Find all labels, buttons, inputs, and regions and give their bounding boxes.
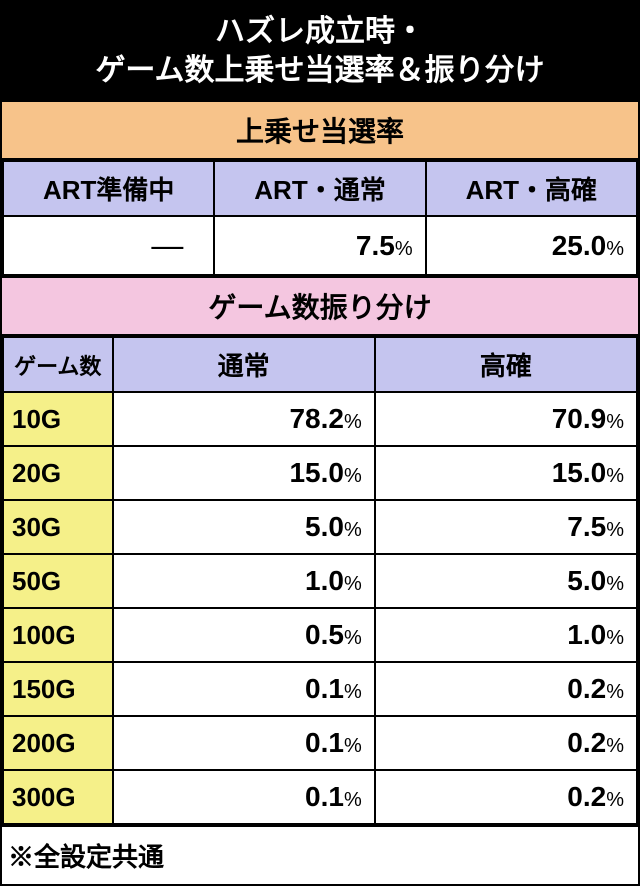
normal-value-cell: 0.1%: [113, 662, 375, 716]
game-label-cell: 10G: [3, 392, 113, 446]
normal-value-cell: 5.0%: [113, 500, 375, 554]
table-row: 100G0.5%1.0%: [3, 608, 637, 662]
distribution-header: ゲーム数振り分け: [2, 276, 638, 336]
table-container: ハズレ成立時・ ゲーム数上乗せ当選率＆振り分け 上乗せ当選率 ART準備中 AR…: [0, 0, 640, 886]
distribution-columns-row: ゲーム数 通常 高確: [3, 337, 637, 392]
win-rate-columns-row: ART準備中 ART・通常 ART・高確: [3, 161, 637, 216]
high-value-cell: 0.2%: [375, 716, 637, 770]
main-title: ハズレ成立時・ ゲーム数上乗せ当選率＆振り分け: [2, 2, 638, 100]
win-rate-val-0: —: [3, 216, 214, 275]
game-label-cell: 50G: [3, 554, 113, 608]
normal-value-cell: 0.1%: [113, 770, 375, 824]
normal-value-cell: 0.1%: [113, 716, 375, 770]
table-row: 50G1.0%5.0%: [3, 554, 637, 608]
table-row: 20G15.0%15.0%: [3, 446, 637, 500]
dist-col-game: ゲーム数: [3, 337, 113, 392]
high-value-cell: 0.2%: [375, 770, 637, 824]
game-label-cell: 200G: [3, 716, 113, 770]
table-row: 300G0.1%0.2%: [3, 770, 637, 824]
title-line1: ハズレ成立時・: [215, 15, 425, 48]
table-row: 30G5.0%7.5%: [3, 500, 637, 554]
table-row: 200G0.1%0.2%: [3, 716, 637, 770]
game-label-cell: 30G: [3, 500, 113, 554]
win-rate-col-1: ART・通常: [214, 161, 425, 216]
game-label-cell: 100G: [3, 608, 113, 662]
win-rate-table: ART準備中 ART・通常 ART・高確 — 7.5% 25.0%: [2, 160, 638, 276]
normal-value-cell: 0.5%: [113, 608, 375, 662]
game-label-cell: 20G: [3, 446, 113, 500]
game-label-cell: 300G: [3, 770, 113, 824]
win-rate-values-row: — 7.5% 25.0%: [3, 216, 637, 275]
win-rate-col-0: ART準備中: [3, 161, 214, 216]
distribution-table: ゲーム数 通常 高確 10G78.2%70.9%20G15.0%15.0%30G…: [2, 336, 638, 825]
table-row: 150G0.1%0.2%: [3, 662, 637, 716]
footer-note: ※全設定共通: [2, 825, 638, 884]
high-value-cell: 70.9%: [375, 392, 637, 446]
normal-value-cell: 15.0%: [113, 446, 375, 500]
high-value-cell: 5.0%: [375, 554, 637, 608]
high-value-cell: 7.5%: [375, 500, 637, 554]
title-line2: ゲーム数上乗せ当選率＆振り分け: [95, 54, 544, 87]
dist-col-normal: 通常: [113, 337, 375, 392]
dist-col-high: 高確: [375, 337, 637, 392]
win-rate-val-1: 7.5%: [214, 216, 425, 275]
normal-value-cell: 78.2%: [113, 392, 375, 446]
high-value-cell: 15.0%: [375, 446, 637, 500]
normal-value-cell: 1.0%: [113, 554, 375, 608]
game-label-cell: 150G: [3, 662, 113, 716]
high-value-cell: 0.2%: [375, 662, 637, 716]
table-row: 10G78.2%70.9%: [3, 392, 637, 446]
win-rate-col-2: ART・高確: [426, 161, 637, 216]
distribution-body: 10G78.2%70.9%20G15.0%15.0%30G5.0%7.5%50G…: [3, 392, 637, 824]
high-value-cell: 1.0%: [375, 608, 637, 662]
win-rate-val-2: 25.0%: [426, 216, 637, 275]
win-rate-header: 上乗せ当選率: [2, 100, 638, 160]
